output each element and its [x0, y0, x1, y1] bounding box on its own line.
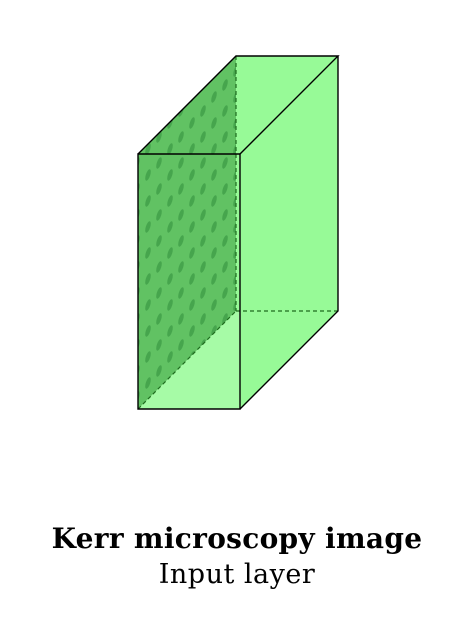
hidden-edge-bottom-diagonal: [137, 310, 237, 410]
diagram-title: Kerr microscopy image: [51, 522, 423, 555]
box-visible-edges: [137, 55, 340, 410]
kerr-image-domains: [138, 56, 236, 409]
diagram-subtitle: Input layer: [158, 559, 316, 590]
box-right-face: [240, 56, 338, 409]
